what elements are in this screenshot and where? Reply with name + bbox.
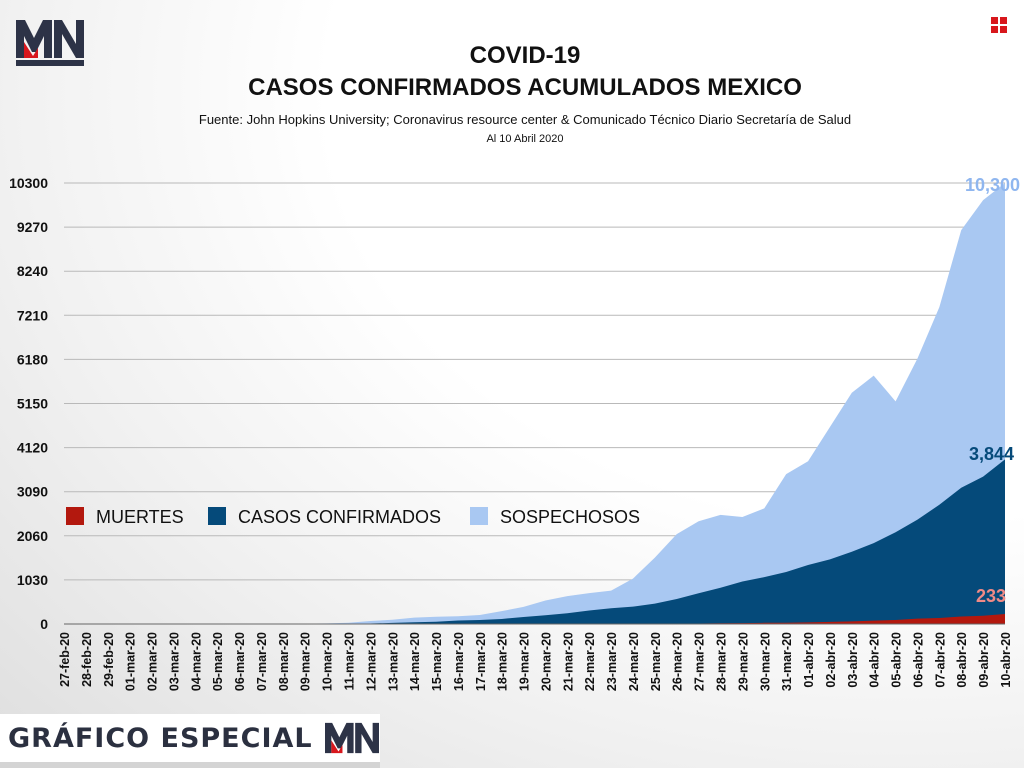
x-tick-label: 27-mar-20 [693,632,707,691]
legend-label: CASOS CONFIRMADOS [238,507,441,527]
x-tick-label: 30-mar-20 [758,632,772,691]
x-tick-label: 28-feb-20 [80,632,94,687]
legend-item: SOSPECHOSOS [470,507,640,527]
x-tick-label: 11-mar-20 [342,632,356,690]
area-layer [64,183,1005,625]
legend-item: MUERTES [66,507,184,527]
x-tick-label: 29-feb-20 [102,632,116,687]
x-tick-label: 21-mar-20 [561,632,575,691]
legend: MUERTES CASOS CONFIRMADOS SOSPECHOSOS [66,507,640,527]
series-area-casos-confirmados [64,459,1005,624]
footer-banner: GRÁFICO ESPECIAL [0,714,380,762]
y-tick-label: 1030 [17,572,48,588]
x-tick-label: 08-mar-20 [277,632,291,691]
y-axis: 0 1030 2060 3090 4120 5150 6180 7210 8240 9270 103… [9,175,48,632]
legend-swatch [66,507,84,525]
x-tick-label: 24-mar-20 [627,632,641,691]
y-tick-label: 8240 [17,263,48,279]
x-tick-label: 16-mar-20 [452,632,466,691]
x-tick-label: 09-mar-20 [299,632,313,691]
x-tick-label: 28-mar-20 [715,632,729,691]
legend-swatch [470,507,488,525]
legend-label: MUERTES [96,507,184,527]
x-tick-label: 07-mar-20 [255,632,269,691]
y-tick-label: 5150 [17,396,48,412]
x-tick-label: 05-abr-20 [890,632,904,688]
area-chart: 0 1030 2060 3090 4120 5150 6180 7210 8240 9270 103… [9,175,1020,691]
y-tick-label: 6180 [17,351,48,367]
x-tick-label: 07-abr-20 [933,632,947,688]
x-tick-label: 04-mar-20 [189,632,203,691]
mn-logo [16,20,84,66]
legend-swatch [208,507,226,525]
x-tick-label: 10-abr-20 [999,632,1013,688]
footer-text: GRÁFICO ESPECIAL [8,722,313,754]
footer-mn-logo [324,722,379,754]
x-tick-label: 08-abr-20 [955,632,969,688]
x-tick-label: 02-abr-20 [824,632,838,688]
series-area-muertes [64,614,1005,624]
x-tick-label: 13-mar-20 [386,632,400,691]
x-tick-label: 01-abr-20 [802,632,816,688]
x-tick-label: 15-mar-20 [430,632,444,691]
y-tick-label: 4120 [17,440,48,456]
end-labels: 10,300 3,844 233 [965,175,1020,606]
end-label-suspected: 10,300 [965,175,1020,195]
x-tick-label: 04-abr-20 [868,632,882,688]
y-tick-label: 10300 [9,175,48,191]
x-tick-label: 06-abr-20 [911,632,925,688]
legend-item: CASOS CONFIRMADOS [208,507,441,527]
x-tick-label: 12-mar-20 [364,632,378,691]
footer-bar [0,762,380,768]
chart-date-note: Al 10 Abril 2020 [486,133,564,145]
series-area-sospechosos [64,183,1005,624]
x-tick-label: 26-mar-20 [671,632,685,691]
end-label-deaths: 233 [976,586,1006,606]
chart-source: Fuente: John Hopkins University; Coronav… [198,112,852,127]
x-tick-label: 03-mar-20 [167,632,181,691]
y-tick-label: 0 [40,616,48,632]
chart-title: COVID-19 [469,42,581,69]
x-tick-label: 27-feb-20 [58,632,72,687]
x-tick-label: 31-mar-20 [780,632,794,691]
x-tick-label: 23-mar-20 [605,632,619,691]
y-tick-label: 9270 [17,219,48,235]
x-tick-label: 25-mar-20 [649,632,663,691]
x-tick-label: 06-mar-20 [233,632,247,691]
end-label-confirmed: 3,844 [969,444,1014,464]
x-tick-label: 10-mar-20 [321,632,335,691]
x-tick-label: 03-abr-20 [846,632,860,688]
x-tick-label: 14-mar-20 [408,632,422,691]
x-tick-label: 22-mar-20 [583,632,597,691]
x-tick-label: 18-mar-20 [496,632,510,691]
x-tick-label: 01-mar-20 [124,632,138,691]
y-tick-label: 7210 [17,307,48,323]
x-tick-label: 05-mar-20 [211,632,225,691]
x-tick-label: 17-mar-20 [474,632,488,691]
x-tick-label: 02-mar-20 [146,632,160,691]
chart-subtitle: CASOS CONFIRMADOS ACUMULADOS MEXICO [248,74,802,101]
x-tick-label: 09-abr-20 [977,632,991,688]
y-tick-label: 2060 [17,528,48,544]
y-tick-label: 3090 [17,484,48,500]
x-tick-label: 29-mar-20 [736,632,750,691]
legend-label: SOSPECHOSOS [500,507,640,527]
x-axis: 27-feb-20 28-feb-20 29-feb-20 01-mar-20 02-m… [58,632,1013,691]
grid-icon[interactable] [991,17,1008,34]
x-tick-label: 19-mar-20 [518,632,532,691]
x-tick-label: 20-mar-20 [539,632,553,691]
